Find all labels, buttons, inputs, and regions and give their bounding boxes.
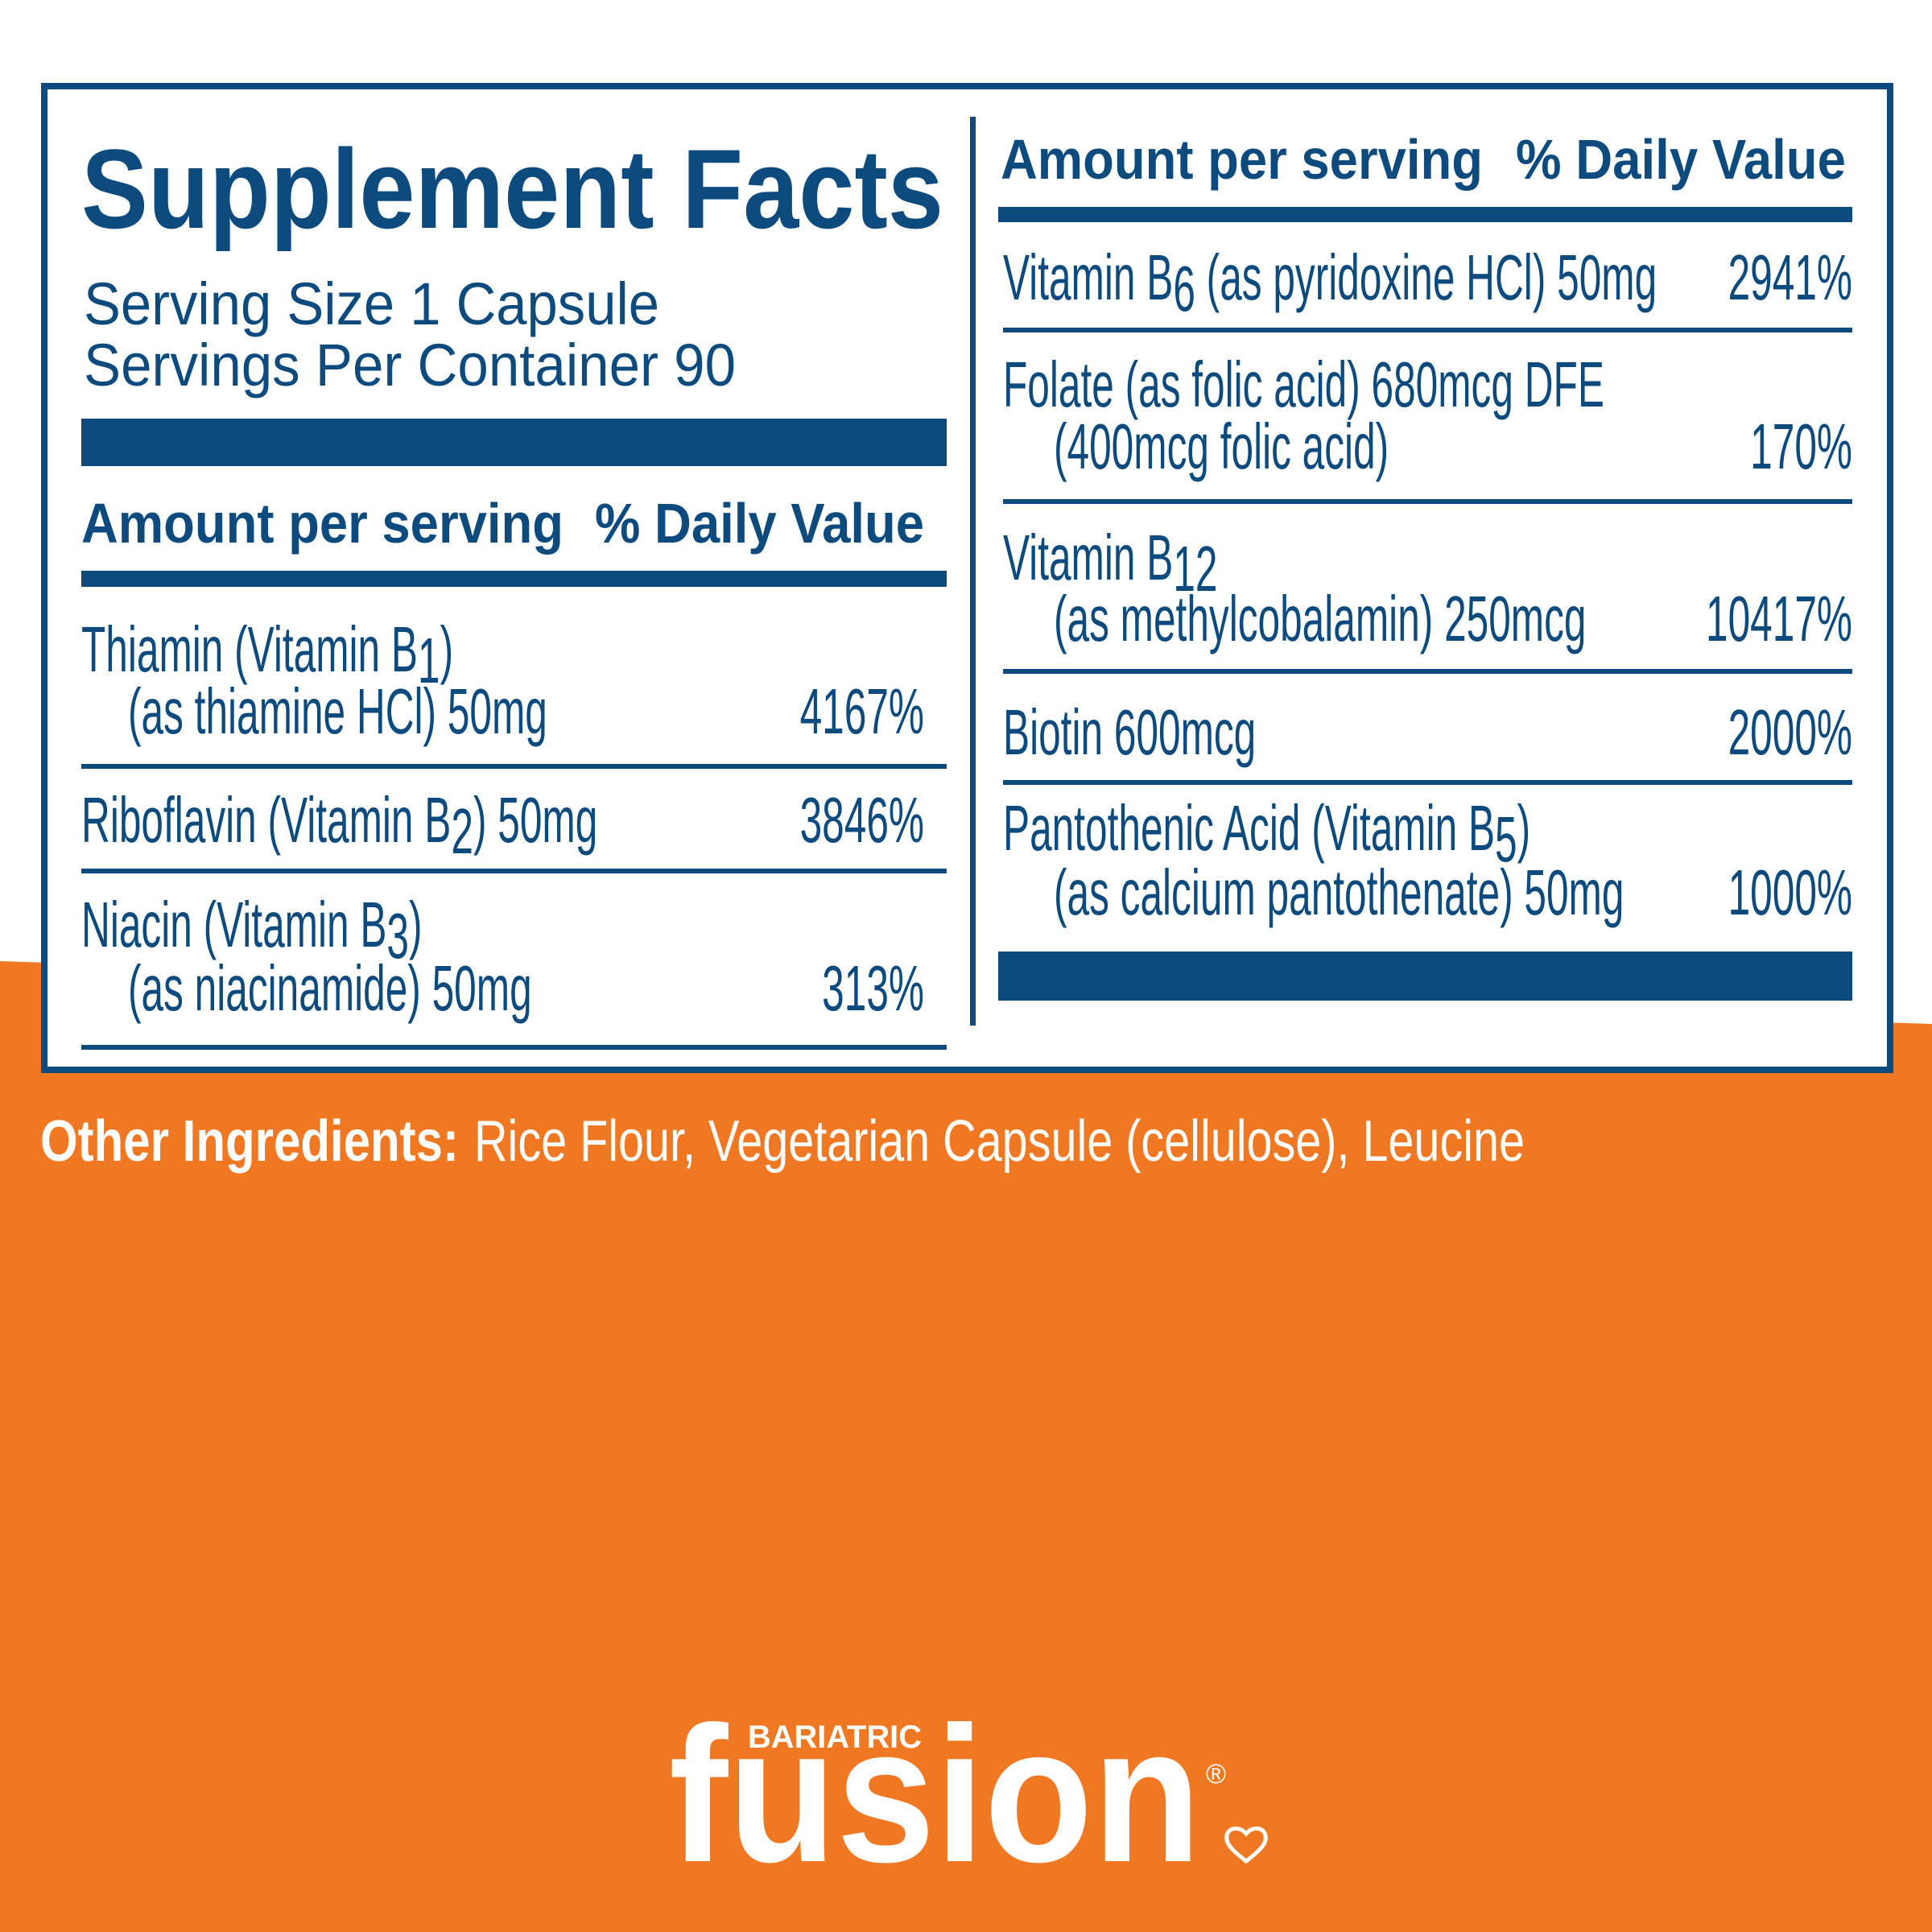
header-bar	[998, 207, 1852, 222]
text-segment: Biotin 600mcg	[1003, 697, 1256, 769]
nutrient-line: Pantothenic Acid (Vitamin B5)	[1003, 793, 1530, 876]
nutrient-line: Niacin (Vitamin B3)	[81, 890, 423, 972]
text-segment: )	[1517, 793, 1531, 865]
text-segment: (as niacinamide) 50mg	[128, 953, 532, 1025]
nutrient-line: Biotin 600mcg	[1003, 697, 1256, 769]
text-segment: )	[440, 614, 454, 686]
column-header: Amount per serving	[1001, 128, 1483, 191]
row-rule	[1003, 669, 1852, 674]
nutrient-line: (as niacinamide) 50mg	[128, 953, 532, 1025]
daily-value: 313%	[822, 953, 924, 1025]
servings-per-container: Servings Per Container 90	[84, 332, 736, 398]
row-rule	[1003, 499, 1852, 504]
text-segment: Niacin (Vitamin B	[81, 890, 386, 961]
subscript: 12	[1173, 534, 1217, 605]
text-segment: Thiamin (Vitamin B	[81, 614, 418, 686]
text-segment: Pantothenic Acid (Vitamin B	[1003, 793, 1495, 865]
serving-size: Serving Size 1 Capsule	[84, 270, 659, 337]
row-rule	[81, 764, 947, 769]
row-rule	[1003, 328, 1852, 332]
nutrient-line: Folate (as folic acid) 680mcg DFE	[1003, 349, 1604, 421]
text-segment: ) 50mg	[473, 785, 597, 857]
text-segment: (400mcg folic acid)	[1054, 411, 1389, 483]
row-rule	[1003, 780, 1852, 785]
nutrient-line: (as thiamine HCl) 50mg	[128, 676, 547, 748]
logo-name: fusion	[669, 1686, 1201, 1902]
text-segment: Vitamin B	[1003, 522, 1173, 594]
daily-value: 170%	[1750, 411, 1852, 483]
text-segment: )	[409, 890, 423, 961]
row-rule	[81, 869, 947, 873]
nutrient-line: Vitamin B12	[1003, 522, 1217, 605]
text-segment: Vitamin B	[1003, 242, 1173, 314]
daily-value: 3846%	[800, 785, 924, 857]
text-segment: Folate (as folic acid) 680mcg DFE	[1003, 349, 1604, 421]
logo-mark: ®	[1206, 1759, 1226, 1790]
nutrient-line: (as methylcobalamin) 250mcg	[1054, 584, 1586, 655]
column-header: % Daily Value	[1516, 128, 1846, 191]
daily-value: 2941%	[1728, 242, 1852, 314]
orange-band	[0, 961, 1932, 1932]
row-rule	[81, 1045, 947, 1050]
subscript: 2	[451, 796, 473, 868]
logo-small: BARIATRIC	[748, 1719, 922, 1755]
header-bar	[81, 571, 947, 587]
thick-bar	[81, 419, 947, 466]
text-segment: Riboflavin (Vitamin B	[81, 785, 451, 857]
nutrient-line: Thiamin (Vitamin B1)	[81, 614, 453, 697]
other-ingredients-text: Rice Flour, Vegetarian Capsule (cellulos…	[474, 1109, 1525, 1174]
subscript: 6	[1173, 254, 1195, 325]
daily-value: 2000%	[1728, 697, 1852, 769]
subscript: 3	[386, 901, 409, 972]
panel-title: Supplement Facts	[81, 126, 943, 252]
nutrient-line: (400mcg folic acid)	[1054, 411, 1389, 483]
daily-value: 4167%	[800, 676, 924, 748]
text-segment: (as thiamine HCl) 50mg	[128, 676, 547, 748]
other-ingredients-label: Other Ingredients:	[40, 1109, 459, 1174]
text-segment: (as pyridoxine HCl) 50mg	[1195, 242, 1657, 314]
text-segment: (as methylcobalamin) 250mcg	[1054, 584, 1586, 655]
column-header: Amount per serving	[81, 492, 564, 555]
column-header: % Daily Value	[595, 492, 924, 555]
daily-value: 10417%	[1706, 584, 1852, 655]
subscript: 5	[1495, 804, 1517, 876]
column-divider	[970, 117, 976, 1026]
subscript: 1	[418, 625, 440, 697]
nutrient-line: Riboflavin (Vitamin B2) 50mg	[81, 785, 597, 868]
logo-heart	[1224, 1827, 1268, 1864]
daily-value: 1000%	[1728, 857, 1852, 929]
thick-bar	[998, 952, 1852, 1001]
text-segment: (as calcium pantothenate) 50mg	[1054, 857, 1624, 929]
nutrient-line: Vitamin B6 (as pyridoxine HCl) 50mg	[1003, 242, 1657, 325]
nutrient-line: (as calcium pantothenate) 50mg	[1054, 857, 1624, 929]
